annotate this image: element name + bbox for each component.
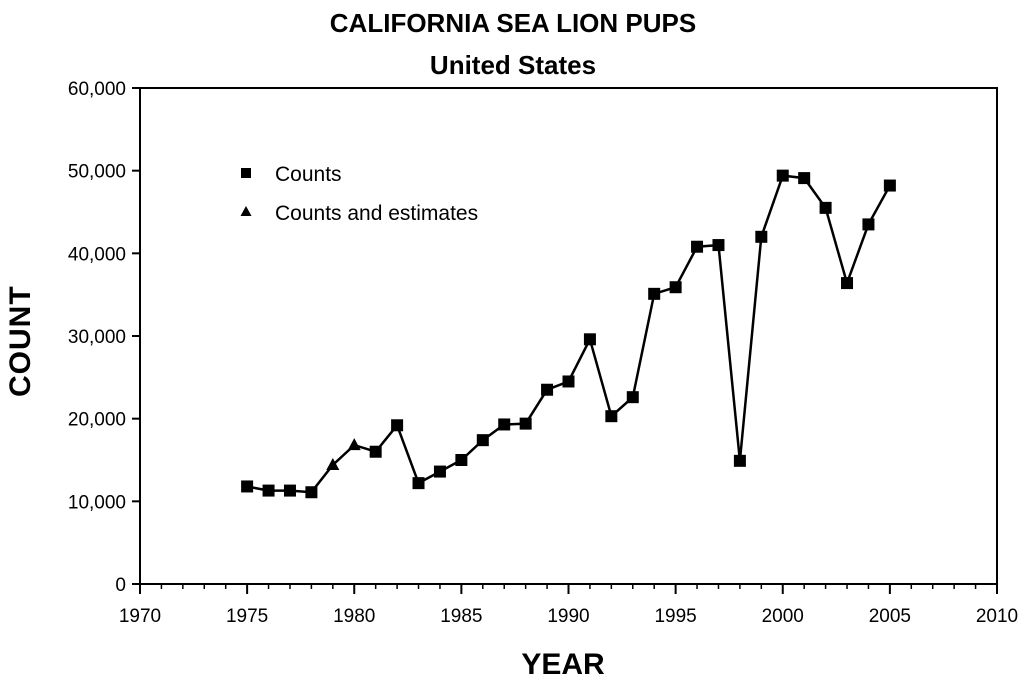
legend-square-marker — [241, 168, 251, 178]
legend: Counts Counts and estimates — [240, 163, 478, 225]
y-tick-label: 60,000 — [68, 79, 126, 100]
data-markers — [241, 169, 896, 499]
data-point-square — [369, 445, 382, 458]
data-point-square — [755, 230, 768, 243]
data-point-triangle — [326, 457, 340, 470]
data-point-square — [519, 417, 532, 430]
x-tick-label: 1985 — [440, 606, 482, 627]
data-point-square — [562, 375, 575, 388]
y-tick-label: 10,000 — [68, 492, 126, 513]
data-point-square — [412, 477, 425, 490]
data-point-square — [776, 169, 789, 182]
data-point-square — [691, 240, 704, 253]
x-tick-label: 1975 — [226, 606, 268, 627]
plot-area-frame — [139, 87, 998, 585]
legend-label: Counts and estimates — [275, 202, 478, 225]
data-point-square — [455, 454, 468, 466]
x-tick-label: 2005 — [869, 606, 911, 627]
legend-label: Counts — [275, 163, 342, 186]
data-point-square — [476, 434, 489, 447]
data-point-square — [605, 410, 618, 423]
data-point-square — [283, 484, 296, 497]
data-point-square — [241, 480, 254, 493]
data-point-square — [583, 333, 596, 346]
data-point-square — [883, 179, 896, 192]
data-point-square — [862, 218, 875, 231]
y-tick-label: 20,000 — [68, 410, 126, 431]
y-tick-labels: 0 10,000 20,000 30,000 40,000 50,000 60,000 — [68, 79, 126, 596]
x-tick-label: 1995 — [654, 606, 696, 627]
data-point-square — [841, 277, 854, 290]
data-point-square — [391, 419, 404, 432]
data-point-square — [433, 465, 446, 478]
data-point-square — [305, 486, 318, 499]
x-tick-labels: 1970 1975 1980 1985 1990 1995 2000 2005 2010 — [119, 606, 1018, 627]
data-point-square — [541, 383, 554, 396]
data-point-square — [262, 484, 275, 497]
y-tick-label: 40,000 — [68, 244, 126, 265]
axis-ticks — [132, 87, 998, 594]
chart-title: CALIFORNIA SEA LION PUPS — [329, 8, 697, 38]
data-point-triangle — [347, 438, 361, 451]
y-tick-label: 0 — [115, 575, 126, 596]
x-tick-label: 2000 — [762, 606, 804, 627]
x-tick-label: 1980 — [333, 606, 375, 627]
y-tick-label: 50,000 — [68, 162, 126, 183]
data-point-square — [669, 281, 682, 294]
x-axis-label: YEAR — [521, 648, 605, 681]
x-tick-label: 1970 — [119, 606, 161, 627]
data-point-square — [626, 391, 639, 404]
data-point-square — [498, 418, 511, 431]
x-tick-label: 2010 — [976, 606, 1018, 627]
data-point-square — [733, 454, 746, 467]
data-point-square — [712, 239, 725, 252]
data-point-square — [819, 201, 832, 214]
y-tick-label: 30,000 — [68, 327, 126, 348]
legend-triangle-marker — [240, 206, 252, 216]
data-point-square — [798, 172, 811, 185]
chart-subtitle: United States — [429, 50, 597, 80]
x-tick-label: 1990 — [547, 606, 589, 627]
data-point-square — [648, 287, 661, 300]
